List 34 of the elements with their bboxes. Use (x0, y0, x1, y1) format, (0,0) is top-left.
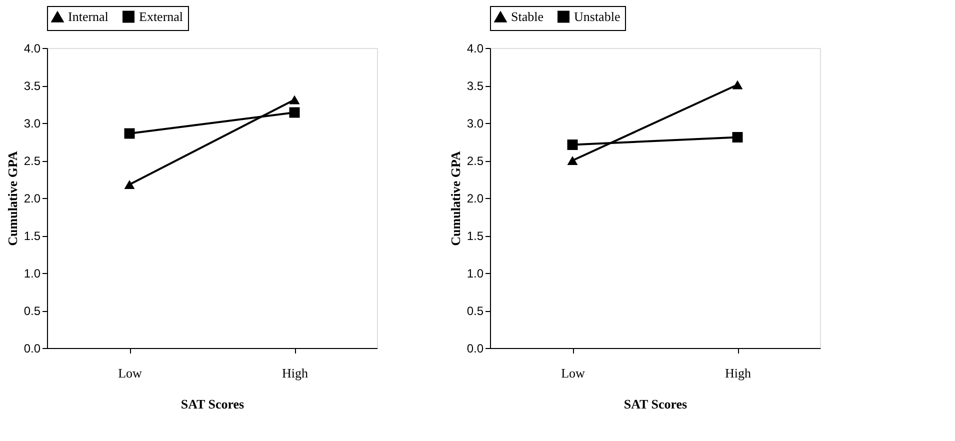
legend-label: Stable (511, 9, 544, 24)
x-tick-label: High (282, 366, 308, 380)
y-tick-label: 2.5 (466, 154, 484, 168)
y-tick-label: 3.5 (24, 79, 41, 93)
y-tick-label: 1.5 (466, 229, 484, 243)
legend-label: Internal (68, 9, 109, 24)
y-tick-label: 2.0 (24, 192, 41, 206)
y-tick-label: 3.5 (466, 79, 484, 93)
x-axis-title: SAT Scores (624, 396, 688, 412)
y-tick-label: 0.5 (466, 304, 484, 318)
y-tick-label: 4.0 (466, 42, 484, 56)
y-axis-title: Cumulative GPA (448, 150, 463, 246)
legend-label: External (139, 8, 184, 24)
x-tick-label: Low (118, 366, 143, 380)
y-tick-label: 0.0 (466, 342, 484, 356)
point (289, 107, 300, 118)
y-tick-label: 0.5 (24, 304, 41, 318)
point (732, 132, 743, 142)
y-tick-label: 1.5 (24, 229, 41, 243)
y-tick-label: 4.0 (24, 42, 41, 56)
x-tick-label: High (725, 366, 752, 380)
y-tick-label: 2.5 (24, 154, 41, 168)
y-tick-label: 1.0 (24, 266, 41, 280)
point (124, 128, 135, 139)
y-tick-label: 2.0 (466, 192, 484, 206)
y-tick-label: 3.0 (466, 116, 484, 130)
y-tick-label: 1.0 (466, 266, 484, 280)
y-tick-label: 0.0 (24, 342, 41, 356)
legend-label: Unstable (574, 8, 620, 24)
point (567, 140, 578, 150)
y-axis-title: Cumulative GPA (4, 150, 20, 246)
x-axis-title: SAT Scores (180, 396, 244, 412)
y-tick-label: 3.0 (24, 116, 41, 130)
x-tick-label: Low (561, 366, 586, 380)
